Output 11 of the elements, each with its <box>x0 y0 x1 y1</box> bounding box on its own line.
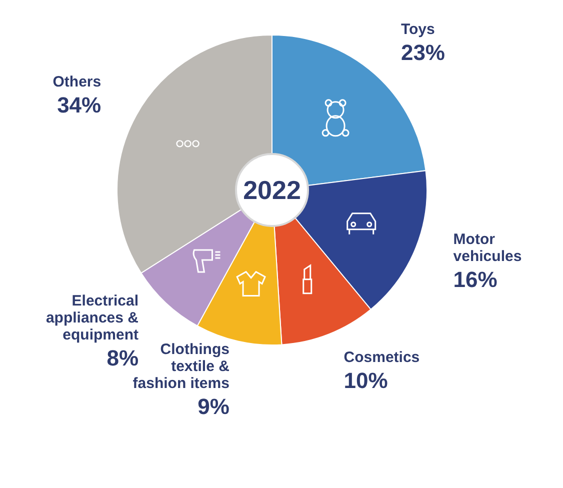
data-label: 34% <box>57 92 102 118</box>
text: 2022 <box>243 175 301 205</box>
slice-label: Toys <box>400 21 435 38</box>
data-label: 9% <box>198 394 230 419</box>
slice-label: Cosmetics <box>344 348 420 366</box>
data-label: 16% <box>453 266 498 292</box>
data-label: 23% <box>400 40 446 66</box>
slice-label: Motor vehicules <box>453 230 522 265</box>
slice-label: Electrical appliances & equipment <box>46 292 139 344</box>
slice-label: Others <box>52 74 102 91</box>
data-label: 10% <box>344 368 388 393</box>
